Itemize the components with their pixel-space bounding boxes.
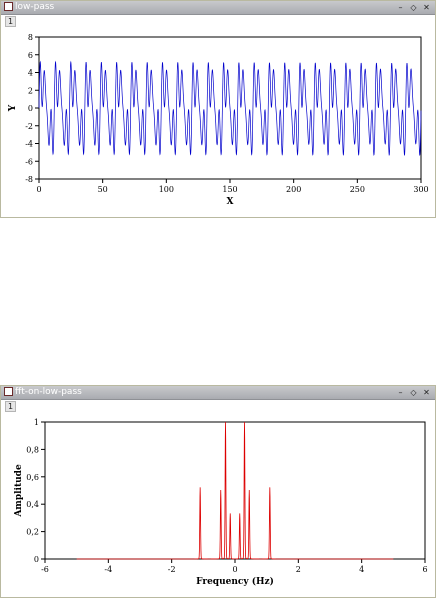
window-title: low-pass <box>15 2 55 12</box>
x-tick-label: 300 <box>413 185 428 194</box>
x-tick-label: -2 <box>168 565 176 574</box>
x-tick-label: 150 <box>222 185 237 194</box>
y-tick-label: 0,6 <box>26 473 39 482</box>
x-tick-label: 4 <box>359 565 364 574</box>
x-tick-label: 2 <box>296 565 301 574</box>
x-tick-label: -4 <box>104 565 112 574</box>
tab-1[interactable]: 1 <box>5 16 16 27</box>
app-icon <box>4 387 13 396</box>
signal-line <box>38 60 422 156</box>
x-axis-label: X <box>227 197 234 207</box>
restore-icon[interactable]: ◇ <box>410 3 417 12</box>
x-tick-label: 250 <box>350 185 365 194</box>
tab-bar: 1 <box>1 400 435 412</box>
restore-icon[interactable]: ◇ <box>410 388 417 397</box>
x-tick-label: -6 <box>41 565 49 574</box>
x-tick-label: 100 <box>159 185 174 194</box>
y-tick-label: 4 <box>28 69 33 78</box>
close-icon[interactable]: ✕ <box>423 3 430 12</box>
plot-frame <box>44 421 426 560</box>
y-tick-label: -4 <box>25 140 33 149</box>
plot-window-low-pass: low-pass – ◇ ✕ 1 0 50 100 150 200 250 300 -8 -6 -… <box>0 0 436 218</box>
x-tick-label: 50 <box>98 185 108 194</box>
x-tick-label: 0 <box>36 185 41 194</box>
x-tick-label: 6 <box>422 565 427 574</box>
app-icon <box>4 2 13 11</box>
y-tick-label: 2 <box>28 86 33 95</box>
y-axis-label: Y <box>8 104 18 112</box>
signal-chart: 0 50 100 150 200 250 300 -8 -6 -4 -2 0 2 4 6 8 X Y <box>8 33 429 207</box>
y-tick-label: -8 <box>25 175 33 184</box>
tab-bar: 1 <box>1 15 435 27</box>
minimize-icon[interactable]: – <box>398 388 403 397</box>
y-tick-label: 0 <box>28 104 33 113</box>
y-tick-label: 0 <box>34 555 39 564</box>
y-tick-label: 0,8 <box>26 445 39 454</box>
minimize-icon[interactable]: – <box>398 3 403 12</box>
fft-chart: -6 -4 -2 0 2 4 6 0 0,2 0,4 0,6 0,8 1 Frequency (Hz) Am… <box>14 418 428 587</box>
close-icon[interactable]: ✕ <box>423 388 430 397</box>
y-tick-label: 8 <box>28 33 33 42</box>
window-titlebar[interactable]: fft-on-low-pass – ◇ ✕ <box>1 386 435 400</box>
x-tick-label: 0 <box>232 565 237 574</box>
y-tick-label: 0,4 <box>26 500 39 509</box>
y-axis-label: Amplitude <box>14 464 24 518</box>
tab-1[interactable]: 1 <box>5 401 16 412</box>
window-title: fft-on-low-pass <box>15 387 82 397</box>
window-titlebar[interactable]: low-pass – ◇ ✕ <box>1 1 435 15</box>
y-tick-label: 0,2 <box>26 528 39 537</box>
y-tick-label: 1 <box>34 418 39 427</box>
y-tick-label: -6 <box>25 157 33 166</box>
spectrum-line <box>76 421 394 560</box>
plot-window-fft: fft-on-low-pass – ◇ ✕ 1 -6 -4 -2 0 2 4 6 0 0,2 0,… <box>0 385 436 598</box>
y-tick-label: -2 <box>25 122 33 131</box>
y-tick-label: 6 <box>28 51 33 60</box>
x-tick-label: 200 <box>286 185 301 194</box>
x-axis-label: Frequency (Hz) <box>196 576 274 587</box>
